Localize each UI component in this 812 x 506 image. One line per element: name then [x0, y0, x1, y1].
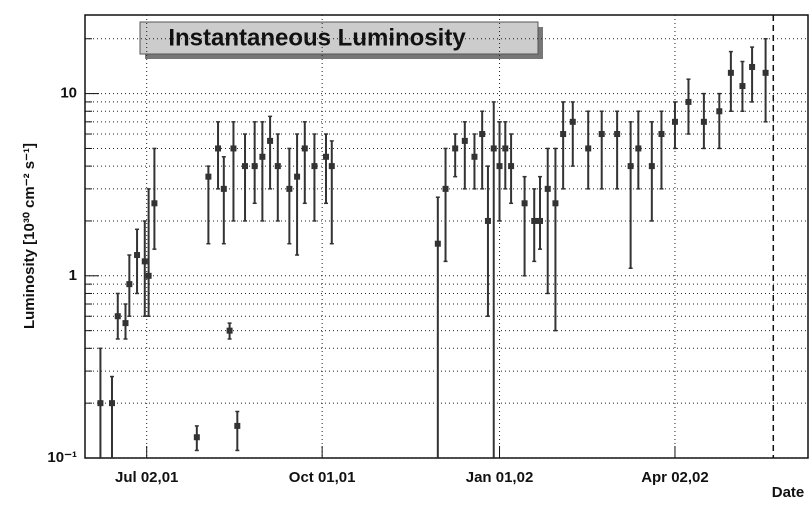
data-point	[585, 145, 592, 152]
data-point	[471, 153, 478, 160]
data-point	[328, 163, 335, 170]
x-tick-label: Oct 01,01	[289, 469, 356, 486]
data-point	[627, 163, 634, 170]
x-tick-label: Apr 02,02	[641, 469, 709, 486]
data-point	[122, 320, 129, 327]
data-point	[145, 272, 152, 279]
data-point	[286, 185, 293, 192]
data-point	[126, 281, 133, 288]
data-point	[614, 131, 621, 138]
data-point	[749, 63, 756, 70]
data-point	[294, 173, 301, 180]
title-box	[139, 21, 539, 55]
data-point	[230, 145, 237, 152]
data-point	[727, 69, 734, 76]
data-point	[537, 217, 544, 224]
data-point	[108, 400, 115, 407]
data-point	[97, 400, 104, 407]
data-point	[598, 131, 605, 138]
data-point	[151, 200, 158, 207]
data-point	[496, 163, 503, 170]
y-tick-label: 10⁻¹	[47, 449, 77, 466]
data-point	[301, 145, 308, 152]
data-point	[134, 252, 141, 259]
data-point	[274, 163, 281, 170]
data-point	[193, 434, 200, 441]
data-point	[479, 131, 486, 138]
y-tick-label: 10	[60, 85, 77, 102]
data-point	[635, 145, 642, 152]
data-point	[205, 173, 212, 180]
data-point	[434, 240, 441, 247]
data-point	[521, 200, 528, 207]
data-point	[323, 153, 329, 160]
data-point	[658, 131, 665, 138]
data-point	[671, 118, 678, 125]
data-point	[552, 200, 559, 207]
data-point	[490, 145, 497, 152]
x-tick-label: Jan 01,02	[466, 469, 534, 486]
data-point	[141, 258, 148, 265]
data-point	[114, 313, 121, 320]
data-point	[484, 217, 491, 224]
data-point	[267, 137, 274, 144]
data-point	[716, 108, 723, 115]
data-point	[685, 98, 692, 105]
data-point	[215, 145, 222, 152]
data-point	[234, 422, 241, 429]
y-tick-label: 1	[69, 267, 77, 284]
data-point	[569, 118, 576, 125]
data-point	[700, 118, 707, 125]
data-point	[461, 137, 468, 144]
y-axis-label: Luminosity [10³⁰ cm⁻² s⁻¹]	[21, 143, 38, 329]
data-point	[242, 163, 249, 170]
data-point	[311, 163, 318, 170]
data-point	[508, 163, 515, 170]
data-point	[560, 131, 567, 138]
data-point	[220, 185, 227, 192]
x-axis-label: Date	[772, 484, 805, 501]
data-point	[452, 145, 459, 152]
data-point	[259, 153, 266, 160]
data-point	[226, 327, 233, 334]
data-point	[648, 163, 655, 170]
plot-frame	[84, 14, 809, 459]
data-point	[762, 69, 769, 76]
data-point	[251, 163, 258, 170]
data-point	[442, 185, 449, 192]
data-point	[544, 185, 551, 192]
x-tick-label: Jul 02,01	[115, 469, 178, 486]
data-point	[739, 83, 746, 90]
data-point	[531, 217, 538, 224]
data-point	[502, 145, 509, 152]
chart-title: Instantaneous Luminosity	[168, 24, 466, 51]
